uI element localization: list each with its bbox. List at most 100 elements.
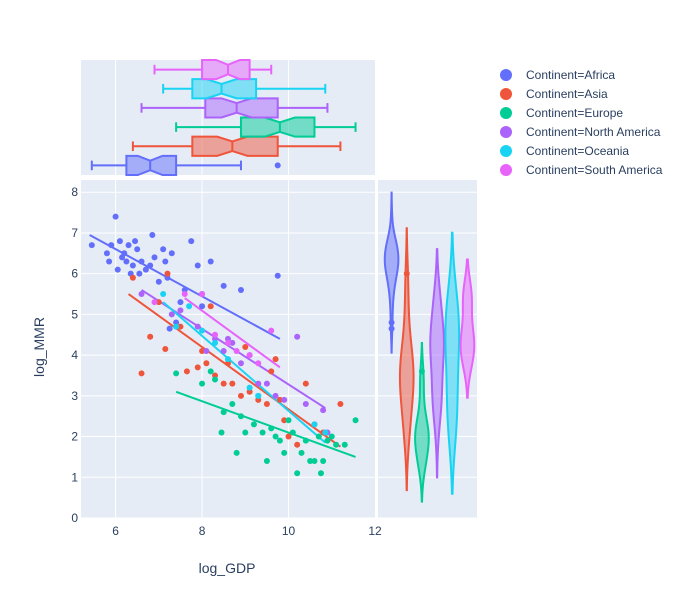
plot-backgrounds [81, 60, 477, 518]
legend-marker [500, 107, 512, 119]
box-5 [162, 78, 327, 100]
data-point [103, 250, 110, 257]
legend-label: Continent=North America [526, 125, 661, 139]
data-point [263, 457, 270, 464]
data-point [322, 429, 329, 436]
box-3 [175, 116, 357, 138]
data-point [151, 254, 158, 261]
data-point [242, 343, 249, 350]
legend-item[interactable]: Continent=Oceania [500, 144, 629, 158]
main-plot-area [81, 180, 375, 518]
data-point [138, 370, 145, 377]
data-point [114, 266, 121, 273]
data-point [203, 348, 210, 355]
data-point [123, 258, 130, 265]
data-point [302, 437, 309, 444]
box-body [204, 97, 279, 119]
data-point [194, 262, 201, 269]
legend-item[interactable]: Continent=Asia [500, 87, 608, 101]
trendlines [89, 234, 356, 458]
data-point [294, 441, 301, 448]
data-point [225, 339, 231, 346]
data-point [246, 384, 253, 391]
data-point [181, 291, 188, 298]
legend-item[interactable]: Continent=North America [500, 125, 661, 139]
data-point [151, 299, 158, 306]
data-point [162, 346, 169, 352]
data-point [237, 360, 244, 367]
data-point [233, 449, 240, 456]
legend-item[interactable]: Continent=Europe [500, 106, 623, 120]
trendline [89, 234, 281, 340]
box-2 [131, 135, 342, 157]
data-point [207, 303, 214, 310]
data-point [272, 433, 279, 440]
legend-label: Continent=South America [526, 163, 663, 177]
data-point [212, 376, 219, 383]
legend-marker [500, 164, 512, 176]
data-point [250, 421, 257, 428]
data-point [328, 433, 335, 440]
x-tick-label: 6 [112, 524, 119, 538]
y-tick-label: 6 [71, 267, 78, 281]
data-point [177, 299, 184, 306]
x-tick-label: 12 [368, 524, 382, 538]
violin-body [459, 258, 476, 399]
gridlines [81, 60, 477, 519]
data-point [188, 238, 195, 245]
data-point [272, 356, 279, 363]
legend-label: Continent=Africa [526, 68, 615, 82]
data-point [285, 433, 292, 440]
data-point [324, 437, 331, 444]
trendline [127, 293, 341, 448]
data-point [149, 231, 156, 238]
data-point [199, 303, 206, 310]
data-point [138, 291, 145, 298]
legend-item[interactable]: Continent=South America [500, 163, 663, 177]
violin-body [414, 342, 430, 503]
data-point [108, 242, 115, 249]
data-point [168, 311, 175, 318]
data-point [302, 400, 309, 407]
y-tick-label: 4 [71, 348, 78, 362]
data-point [281, 417, 288, 424]
data-point [207, 368, 214, 375]
data-point [255, 360, 262, 367]
data-point [263, 380, 270, 387]
box-body [239, 116, 316, 138]
legend-item[interactable]: Continent=Africa [500, 68, 615, 82]
data-point [307, 457, 314, 464]
data-point [289, 429, 296, 436]
data-point [320, 457, 327, 464]
data-point [333, 441, 340, 448]
data-point [298, 449, 305, 456]
data-point [112, 213, 119, 220]
data-point [341, 441, 348, 448]
box-outlier [274, 162, 281, 169]
violin-outlier [388, 325, 395, 332]
data-point [268, 368, 275, 375]
data-point [155, 278, 162, 285]
trendline [162, 301, 326, 444]
data-point [246, 352, 253, 359]
box-body [191, 78, 258, 100]
data-point [237, 286, 244, 293]
data-point [320, 407, 327, 414]
data-point [173, 323, 180, 330]
violin-outlier [403, 270, 410, 277]
data-point [132, 238, 139, 245]
data-point [136, 270, 143, 277]
legend[interactable]: Continent=Africa Continent=Asia Continent=… [500, 68, 663, 177]
data-point [147, 262, 154, 269]
legend-label: Continent=Oceania [526, 144, 629, 158]
box-6 [153, 59, 273, 81]
data-point [233, 348, 240, 355]
data-point [125, 242, 132, 249]
data-point [186, 303, 193, 310]
y-tick-label: 7 [71, 226, 78, 240]
data-point [255, 392, 262, 399]
data-point [134, 246, 141, 253]
y-tick-label: 1 [71, 470, 78, 484]
data-point [317, 470, 324, 477]
